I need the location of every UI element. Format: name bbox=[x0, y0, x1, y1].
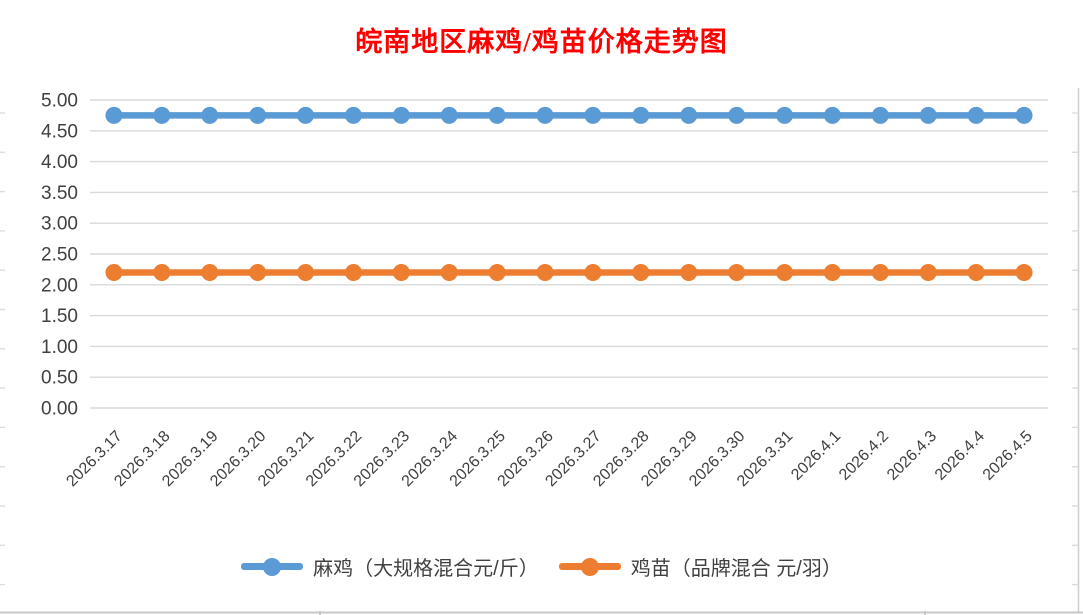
y-axis-tick-label: 0.50 bbox=[41, 368, 78, 389]
series-point-marker bbox=[1015, 263, 1033, 281]
x-axis-tick-label: 2026.4.4 bbox=[932, 428, 988, 484]
line-marker-icon bbox=[241, 557, 304, 576]
legend-item-chick: 鸡苗（品牌混合 元/羽） bbox=[558, 552, 842, 581]
series-point-marker bbox=[871, 106, 889, 124]
y-axis-tick-label: 1.50 bbox=[41, 306, 78, 327]
series-point-marker bbox=[919, 106, 937, 124]
series-point-marker bbox=[249, 106, 267, 124]
series-point-marker bbox=[488, 106, 506, 124]
series-point-marker bbox=[153, 106, 171, 124]
series-point-marker bbox=[728, 263, 746, 281]
series-point-marker bbox=[249, 263, 267, 281]
series-point-marker bbox=[201, 106, 219, 124]
series-point-marker bbox=[297, 106, 315, 124]
x-axis-tick-label: 2026.4.2 bbox=[836, 428, 892, 484]
y-axis-tick-label: 4.00 bbox=[41, 152, 78, 173]
series-point-marker bbox=[823, 106, 841, 124]
y-axis-tick-label: 3.00 bbox=[41, 214, 78, 235]
chart-title: 皖南地区麻鸡/鸡苗价格走势图 bbox=[355, 27, 728, 57]
series-point-marker bbox=[105, 106, 123, 124]
series-point-marker bbox=[201, 263, 219, 281]
series-point-marker bbox=[776, 263, 794, 281]
series-point-marker bbox=[680, 263, 698, 281]
x-axis-tick-label: 2026.4.5 bbox=[980, 428, 1036, 484]
circle-marker-icon bbox=[580, 557, 599, 576]
series-point-marker bbox=[392, 263, 410, 281]
legend-label-maji: 麻鸡（大规格混合元/斤） bbox=[313, 558, 539, 580]
line-marker-icon bbox=[558, 557, 621, 576]
legend: 麻鸡（大规格混合元/斤） 鸡苗（品牌混合 元/羽） bbox=[0, 552, 1083, 581]
y-axis-tick-label: 3.50 bbox=[41, 183, 78, 204]
y-axis-tick-label: 0.00 bbox=[41, 399, 78, 420]
series-point-marker bbox=[967, 106, 985, 124]
series-point-marker bbox=[392, 106, 410, 124]
series-point-marker bbox=[776, 106, 794, 124]
x-axis-tick-label: 2026.4.3 bbox=[884, 428, 940, 484]
legend-label-chick: 鸡苗（品牌混合 元/羽） bbox=[630, 558, 842, 580]
series-point-marker bbox=[344, 106, 362, 124]
series-point-marker bbox=[297, 263, 315, 281]
legend-item-majirooster: 麻鸡（大规格混合元/斤） bbox=[241, 552, 539, 581]
series-point-marker bbox=[823, 263, 841, 281]
series-point-marker bbox=[584, 263, 602, 281]
series-point-marker bbox=[919, 263, 937, 281]
y-axis-tick-label: 4.50 bbox=[41, 121, 78, 142]
series-point-marker bbox=[440, 106, 458, 124]
series-point-marker bbox=[632, 106, 650, 124]
series-point-marker bbox=[105, 263, 123, 281]
series-point-marker bbox=[488, 263, 506, 281]
series-point-marker bbox=[680, 106, 698, 124]
y-axis-tick-label: 2.00 bbox=[41, 275, 78, 296]
series-point-marker bbox=[871, 263, 889, 281]
series-point-marker bbox=[440, 263, 458, 281]
series-point-marker bbox=[632, 263, 650, 281]
series-point-marker bbox=[536, 263, 554, 281]
series-point-marker bbox=[344, 263, 362, 281]
y-axis-tick-label: 1.00 bbox=[41, 337, 78, 358]
circle-marker-icon bbox=[263, 557, 282, 576]
series-point-marker bbox=[584, 106, 602, 124]
series-point-marker bbox=[1015, 106, 1033, 124]
series-point-marker bbox=[967, 263, 985, 281]
series-point-marker bbox=[536, 106, 554, 124]
y-axis-tick-label: 2.50 bbox=[41, 245, 78, 266]
x-axis-tick-label: 2026.4.1 bbox=[788, 428, 844, 484]
y-axis-tick-label: 5.00 bbox=[41, 91, 78, 112]
series-point-marker bbox=[728, 106, 746, 124]
series-point-marker bbox=[153, 263, 171, 281]
